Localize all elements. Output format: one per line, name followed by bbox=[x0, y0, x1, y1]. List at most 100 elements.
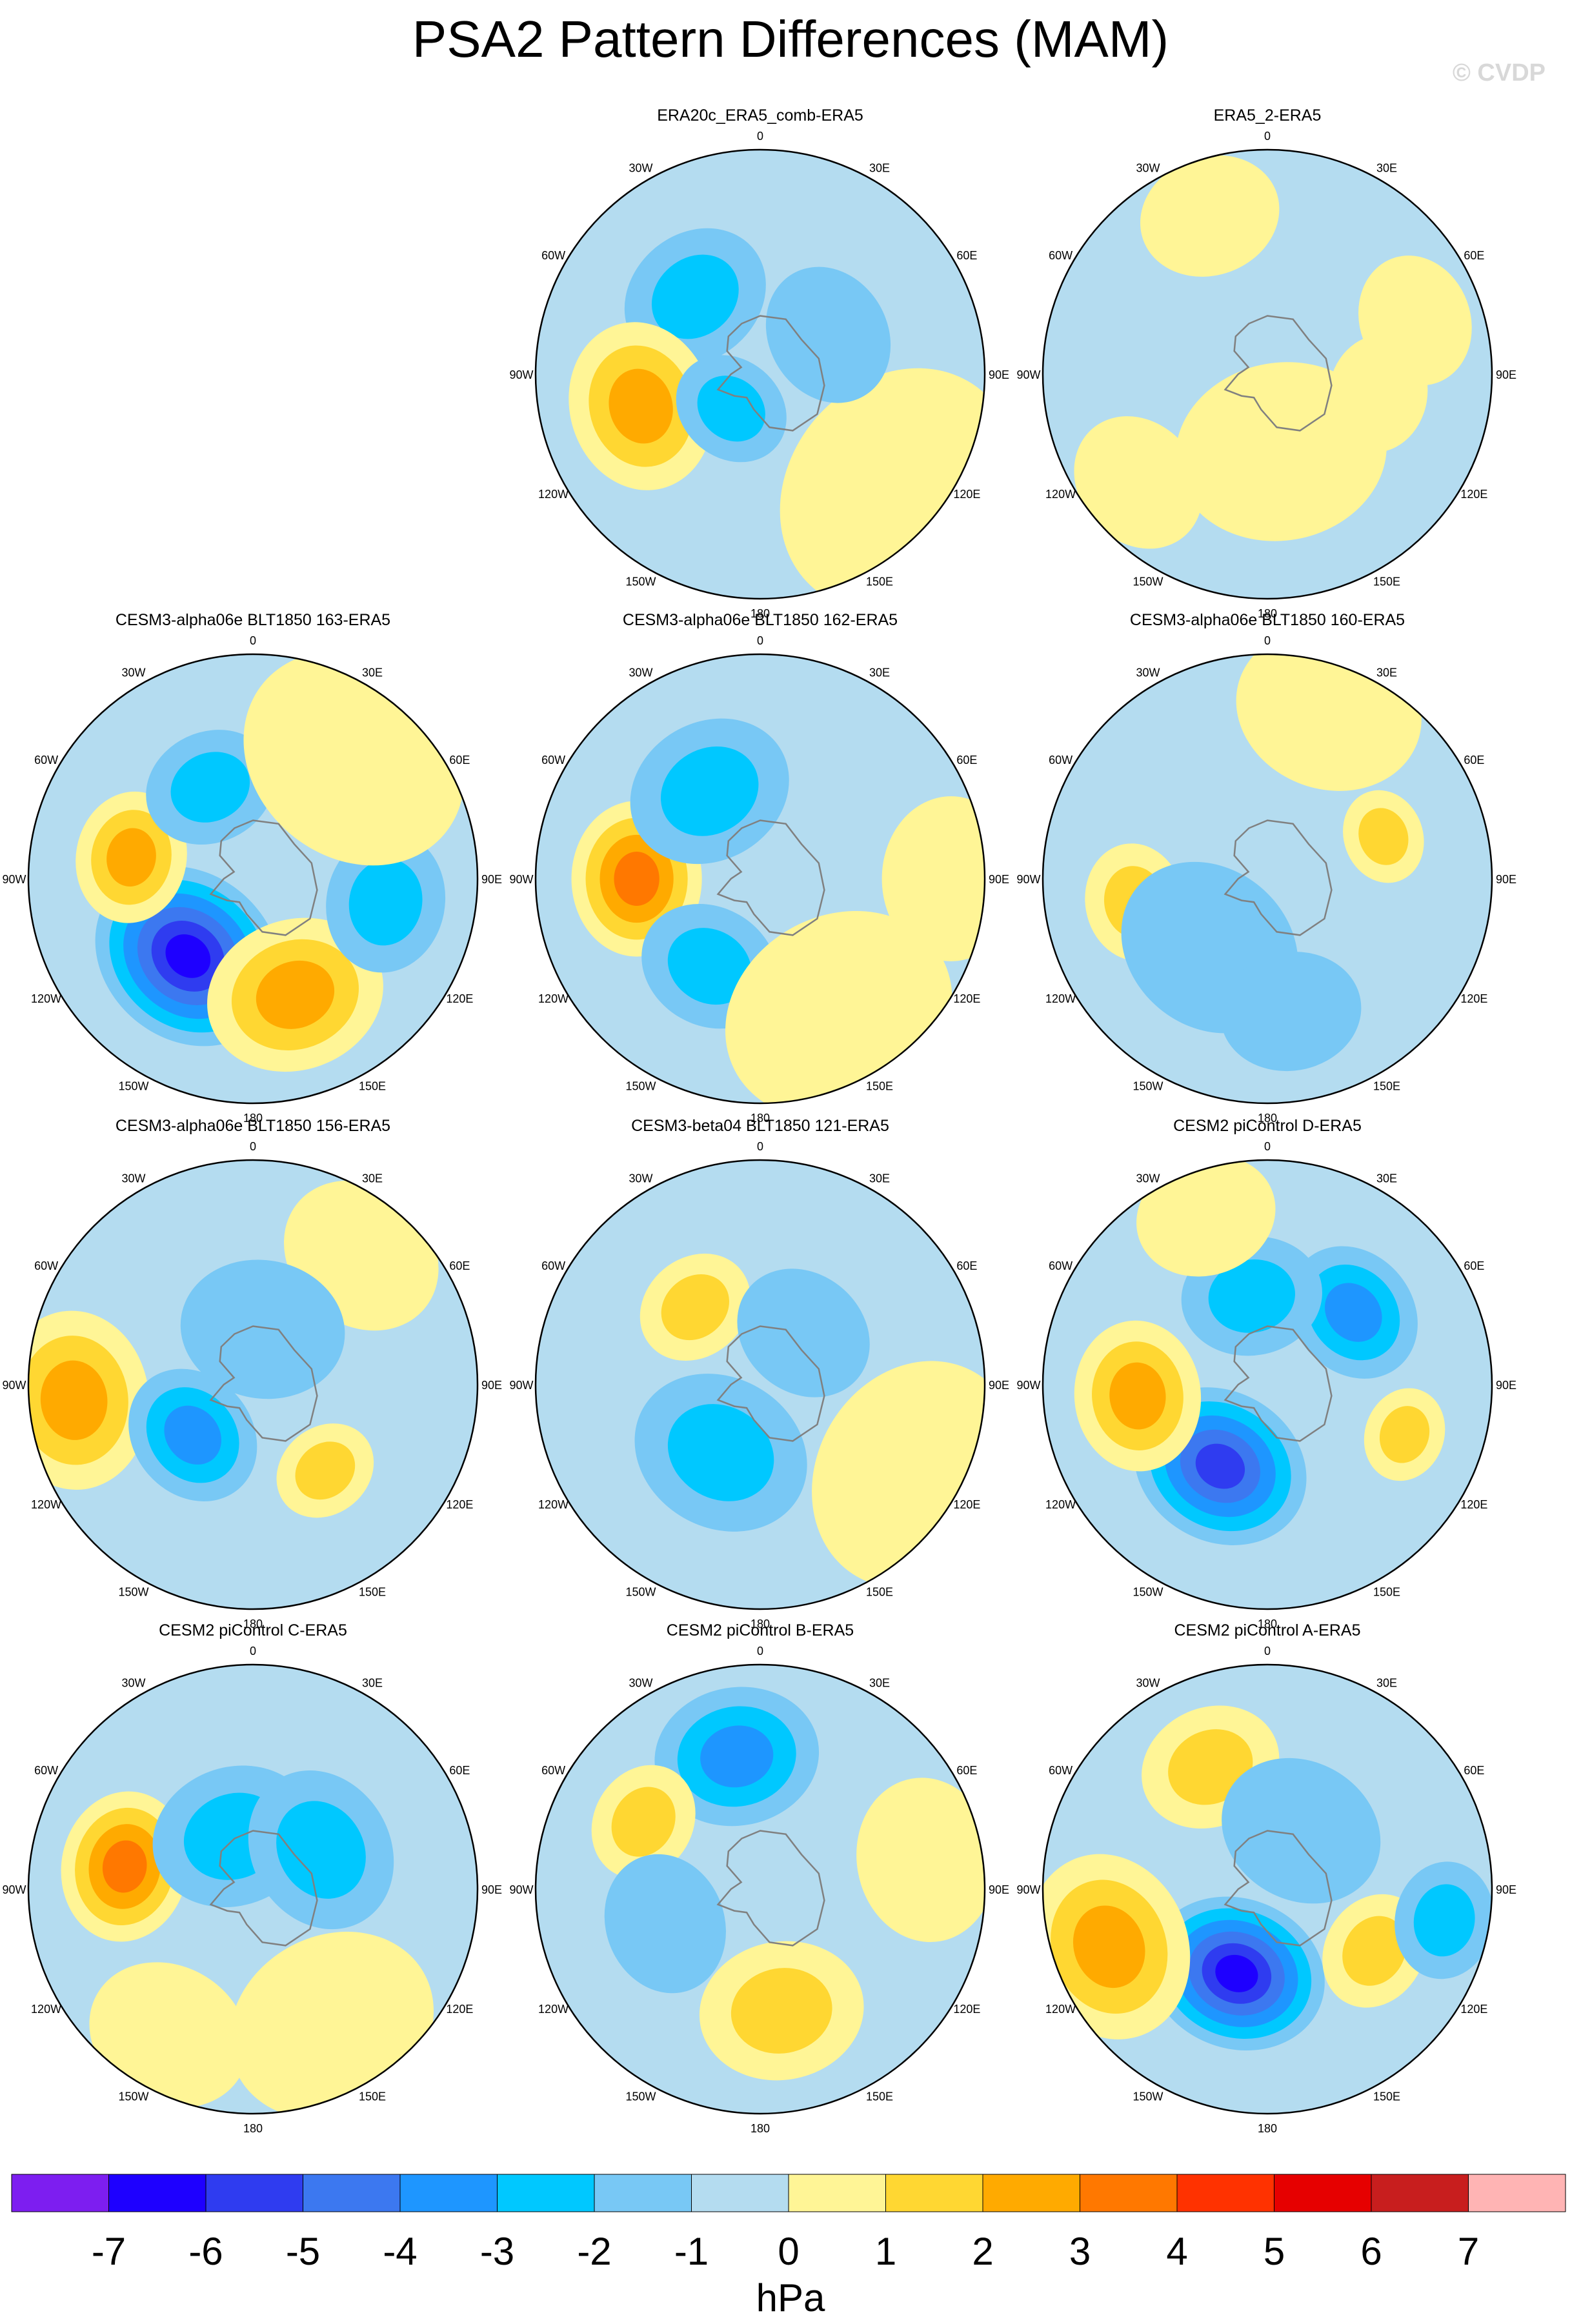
longitude-label: 120E bbox=[1460, 1498, 1487, 1511]
coastline bbox=[716, 315, 825, 432]
contour-level bbox=[40, 1360, 108, 1440]
positive-anomaly bbox=[591, 1765, 696, 1879]
longitude-label: 150E bbox=[1373, 1079, 1400, 1092]
longitude-label: 150E bbox=[359, 2090, 386, 2103]
panel-title: CESM2 piControl C-ERA5 bbox=[159, 1621, 347, 1639]
contour-level bbox=[89, 1962, 248, 2108]
map-border bbox=[1042, 148, 1493, 600]
longitude-label: 150E bbox=[1373, 1585, 1400, 1598]
colorbar-swatch bbox=[1080, 2174, 1178, 2212]
longitude-label: 90E bbox=[989, 368, 1009, 381]
longitude-label: 180 bbox=[1258, 1112, 1277, 1125]
longitude-label: 150W bbox=[625, 1585, 656, 1598]
contour-level bbox=[1328, 335, 1428, 453]
panel-2: ERA5_2-ERA5 0 30E 60E 90E 120E 150E 180 150W 120W… bbox=[1016, 106, 1516, 620]
negative-anomaly bbox=[737, 1268, 870, 1397]
panel-7: CESM3-beta04 BLT1850 121-ERA5 0 30E 60E 90E 1… bbox=[509, 1117, 1009, 1630]
contour-level bbox=[700, 1725, 774, 1788]
longitude-label: 120E bbox=[953, 992, 980, 1005]
colorbar-tick-label: 5 bbox=[1264, 2230, 1285, 2273]
longitude-label: 120W bbox=[1045, 2003, 1076, 2016]
longitude-label: 120E bbox=[953, 488, 980, 501]
longitude-label: 150W bbox=[1133, 1585, 1163, 1598]
longitude-label: 120W bbox=[1045, 1498, 1076, 1511]
map-border bbox=[27, 1159, 479, 1610]
longitude-label: 60W bbox=[541, 249, 565, 262]
contour-level bbox=[1358, 808, 1409, 865]
contour-level bbox=[256, 960, 335, 1029]
negative-anomaly bbox=[1220, 952, 1362, 1072]
longitude-label: 90W bbox=[509, 368, 533, 381]
longitude-label: 60E bbox=[956, 754, 977, 766]
map-border bbox=[1042, 653, 1493, 1105]
contour-level bbox=[170, 752, 250, 823]
longitude-label: 60W bbox=[34, 1259, 58, 1272]
colorbar-tick-label: 1 bbox=[875, 2230, 896, 2273]
longitude-label: 150W bbox=[1133, 2090, 1163, 2103]
map-border bbox=[27, 1663, 479, 2115]
longitude-label: 0 bbox=[757, 1140, 763, 1153]
negative-anomaly bbox=[765, 266, 891, 403]
coastline bbox=[209, 1830, 318, 1947]
contour-level bbox=[609, 368, 673, 444]
colorbar-swatch bbox=[1176, 2174, 1274, 2212]
panel-1: ERA20c_ERA5_comb-ERA5 0 30E 60E 90E 120E 150E 1… bbox=[509, 106, 1009, 620]
longitude-label: 150W bbox=[625, 1079, 656, 1092]
positive-anomaly bbox=[1136, 1160, 1276, 1277]
longitude-label: 90W bbox=[509, 1379, 533, 1392]
panel-5: CESM3-alpha06e BLT1850 160-ERA5 0 30E 60E 90… bbox=[1016, 611, 1516, 1125]
colorbar-swatch bbox=[1274, 2174, 1372, 2212]
longitude-label: 120W bbox=[1045, 992, 1076, 1005]
colorbar-tick-label: -3 bbox=[480, 2230, 514, 2273]
longitude-label: 30E bbox=[869, 1172, 890, 1185]
contour-level bbox=[1109, 1362, 1166, 1430]
longitude-label: 150E bbox=[1373, 575, 1400, 588]
panel-title: ERA5_2-ERA5 bbox=[1214, 106, 1322, 125]
longitude-label: 150W bbox=[625, 575, 656, 588]
positive-anomaly bbox=[699, 1941, 864, 2081]
longitude-label: 180 bbox=[1258, 1618, 1277, 1630]
longitude-label: 60W bbox=[1049, 1764, 1072, 1777]
longitude-label: 150E bbox=[359, 1585, 386, 1598]
longitude-label: 30W bbox=[1136, 1677, 1160, 1690]
longitude-label: 90E bbox=[989, 1379, 1009, 1392]
longitude-label: 0 bbox=[1264, 1140, 1271, 1153]
longitude-label: 120W bbox=[31, 992, 61, 1005]
longitude-label: 60E bbox=[956, 249, 977, 262]
longitude-label: 180 bbox=[750, 2122, 770, 2135]
longitude-label: 180 bbox=[750, 1618, 770, 1630]
longitude-label: 60W bbox=[541, 1259, 565, 1272]
coastline bbox=[716, 819, 825, 936]
longitude-label: 180 bbox=[243, 2122, 263, 2135]
longitude-label: 180 bbox=[243, 1618, 263, 1630]
panel-title: CESM3-alpha06e BLT1850 163-ERA5 bbox=[116, 611, 390, 629]
negative-anomaly bbox=[1148, 1896, 1325, 2051]
contour-level bbox=[1413, 1884, 1475, 1957]
longitude-label: 150W bbox=[1133, 1079, 1163, 1092]
longitude-label: 30W bbox=[1136, 1172, 1160, 1185]
contour-level bbox=[765, 266, 891, 403]
longitude-label: 90E bbox=[481, 1883, 502, 1896]
coastline bbox=[1224, 819, 1333, 936]
longitude-label: 30E bbox=[1376, 162, 1397, 175]
contour-level bbox=[667, 928, 752, 1005]
colorbar: -7 -6 -5 -4 -3 -2 -1 0 1 2 3 4 5 6 7 hPa bbox=[11, 2174, 1566, 2319]
longitude-label: 180 bbox=[750, 607, 770, 620]
contour-level bbox=[276, 1801, 366, 1899]
longitude-label: 60W bbox=[541, 1764, 565, 1777]
longitude-label: 150W bbox=[625, 2090, 656, 2103]
longitude-label: 60E bbox=[1464, 1764, 1484, 1777]
watermark: © CVDP bbox=[1453, 59, 1546, 86]
positive-anomaly bbox=[1343, 790, 1424, 883]
positive-anomaly bbox=[207, 917, 383, 1072]
longitude-label: 30W bbox=[629, 162, 652, 175]
positive-anomaly bbox=[1074, 416, 1203, 549]
colorbar-tick-label: -4 bbox=[383, 2230, 417, 2273]
contour-level bbox=[730, 1968, 832, 2054]
longitude-label: 60E bbox=[956, 1259, 977, 1272]
longitude-label: 150E bbox=[866, 575, 893, 588]
longitude-label: 0 bbox=[1264, 130, 1271, 143]
contour-level bbox=[651, 254, 739, 339]
positive-anomaly bbox=[639, 1254, 750, 1361]
